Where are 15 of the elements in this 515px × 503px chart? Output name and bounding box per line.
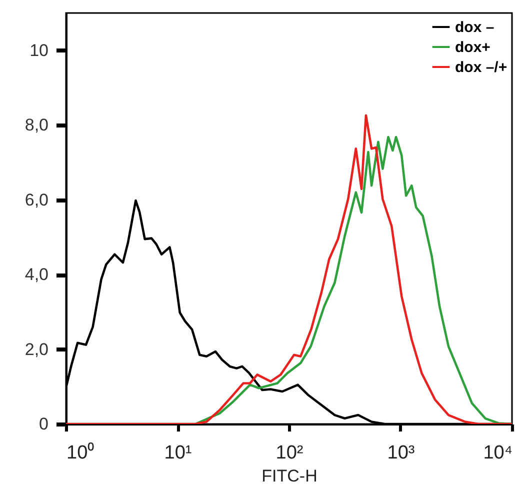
y-tick-label: 6,0: [24, 190, 48, 210]
legend-label: dox –: [455, 19, 494, 36]
legend-label: dox –/+: [455, 59, 508, 76]
x-tick-label: 10²: [276, 442, 304, 464]
x-tick-label: 10⁰: [66, 442, 95, 464]
y-tick-label: 8,0: [24, 116, 48, 135]
x-tick-label: 10³: [387, 442, 415, 464]
y-tick-label: 4,0: [24, 265, 48, 284]
x-tick-label: 10⁴: [483, 442, 512, 464]
x-tick-label: 10¹: [164, 442, 192, 464]
y-tick-label: 2,0: [24, 340, 48, 359]
x-axis-title: FITC-H: [262, 466, 318, 486]
legend-label: dox+: [455, 39, 491, 56]
y-tick-label: 10: [30, 40, 48, 60]
y-tick-label: 0: [39, 414, 48, 434]
